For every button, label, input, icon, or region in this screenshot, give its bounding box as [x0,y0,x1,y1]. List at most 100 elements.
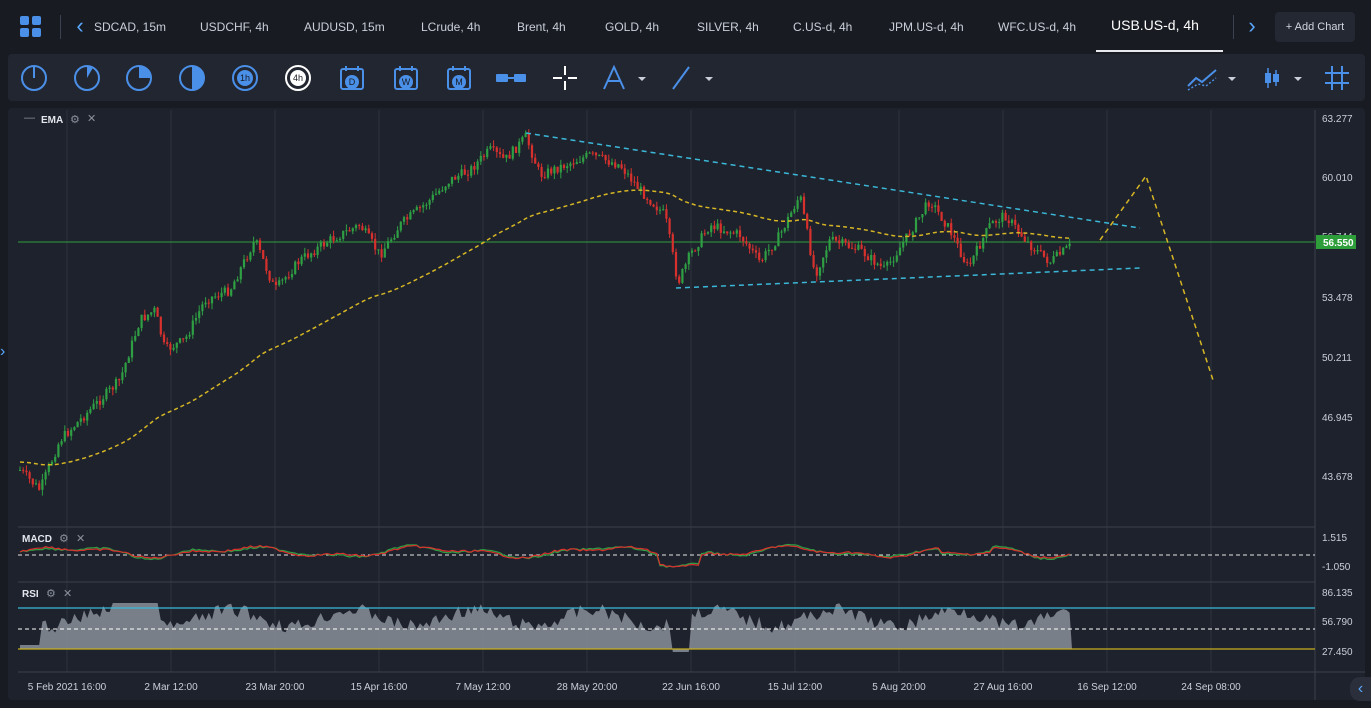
daily-label: D [349,77,356,87]
candle-body [934,205,937,208]
candle-body [991,221,994,224]
grid-toggle-icon[interactable] [1323,64,1351,92]
candle-body [492,146,495,148]
candle-body [735,230,738,234]
candle-body [1065,246,1068,248]
4h-icon[interactable]: 4h [284,64,312,92]
candle-body [274,281,278,286]
candle-body [722,231,726,233]
candle-body [431,194,434,200]
time-tick: 28 May 20:00 [557,682,618,693]
tabs-scroll-right-icon[interactable]: › [1248,13,1256,38]
candle-body [598,154,601,156]
crosshair-icon[interactable] [551,64,579,92]
tab-lcrude[interactable]: LCrude, 4h [421,20,481,34]
collapse-icon[interactable]: — [24,112,35,124]
30m-icon[interactable] [178,64,206,92]
expand-sidebar-icon[interactable]: › [0,343,6,360]
candle-body [818,267,822,276]
candle-body [537,163,540,167]
candle-body [41,479,44,490]
candle-body [793,208,796,213]
candle-body [415,207,418,211]
candle-body [924,202,927,215]
tab-c-us[interactable]: C.US-d, 4h [793,20,853,34]
add-chart-button[interactable]: + Add Chart [1275,12,1355,42]
1h-label: 1h [240,73,250,83]
candle-body [607,160,610,165]
layout-grid-icon[interactable] [18,14,44,40]
close-icon[interactable]: ✕ [87,113,97,125]
time-tick: 23 Mar 20:00 [246,682,305,693]
tab-wfc-us[interactable]: WFC.US-d, 4h [998,20,1077,34]
candle-body [108,387,111,389]
price-tick: 46.945 [1322,413,1353,424]
tab-audusd[interactable]: AUDUSD, 15m [304,20,385,34]
candle-body [409,212,412,220]
chart-type-icon[interactable] [1260,64,1308,92]
weekly-icon[interactable]: W [392,64,420,92]
monthly-label: M [455,77,463,87]
candle-body [703,233,706,235]
15m-icon[interactable] [125,64,153,92]
1h-icon[interactable]: 1h [231,64,259,92]
candle-body [239,267,242,280]
lower-trendline[interactable] [675,267,1141,289]
candle-body [313,253,316,256]
tabs-scroll-left-icon[interactable]: ‹ [76,13,84,38]
candle-body [18,469,22,471]
settings-gear-icon[interactable]: ⚙ [70,114,80,126]
1m-icon[interactable] [20,64,48,92]
candle-body [338,238,342,241]
time-tick: 7 May 12:00 [455,682,510,693]
tab-jpm-us[interactable]: JPM.US-d, 4h [889,20,964,34]
projection-path[interactable] [1099,174,1214,381]
candle-body [700,233,703,248]
close-icon[interactable]: ✕ [76,533,86,545]
candle-body [655,206,658,211]
tab-gold[interactable]: GOLD, 4h [605,20,660,34]
rsi-level: 86.135 [1322,588,1353,599]
range-icon[interactable] [495,64,527,92]
tab-brent[interactable]: Brent, 4h [517,20,566,34]
candle-body [838,240,841,244]
top-bar: ‹ SDCAD, 15m USDCHF, 4h AUDUSD, 15m LCru… [0,0,1371,52]
close-icon[interactable]: ✕ [63,588,73,600]
candle-body [905,233,908,243]
indicators-icon[interactable] [1186,64,1238,92]
4h-label: 4h [293,73,303,83]
collapse-panel-icon[interactable]: ‹ [1350,677,1371,701]
tab-sdcad[interactable]: SDCAD, 15m [94,20,167,34]
candle-body [393,237,396,240]
ema-line [19,189,1070,466]
candle-body [876,263,879,265]
candle-body [262,250,265,259]
candle-body [236,279,239,282]
candle-body [508,154,511,159]
candle-body [402,217,406,222]
candle-body [594,152,598,156]
line-tool-icon[interactable] [669,64,717,92]
candle-body [946,223,950,227]
candle-body [470,166,473,176]
tab-usdchf[interactable]: USDCHF, 4h [200,20,269,34]
candle-body [978,245,982,249]
drawing-tools-icon[interactable] [600,64,648,92]
candle-body [527,133,530,146]
tab-usb-us[interactable]: USB.US-d, 4h [1096,0,1223,52]
monthly-icon[interactable]: M [445,64,473,92]
candle-body [585,152,588,158]
upper-trendline[interactable] [525,132,1141,229]
settings-gear-icon[interactable]: ⚙ [46,588,56,600]
daily-icon[interactable]: D [338,64,366,92]
candle-body [316,246,319,256]
settings-gear-icon[interactable]: ⚙ [59,533,69,545]
5m-icon[interactable] [73,64,101,92]
candle-body [454,176,457,180]
tab-silver[interactable]: SILVER, 4h [697,20,759,34]
candle-body [111,387,114,390]
candle-body [687,252,690,265]
candle-body [332,236,335,241]
candle-body [159,316,162,335]
